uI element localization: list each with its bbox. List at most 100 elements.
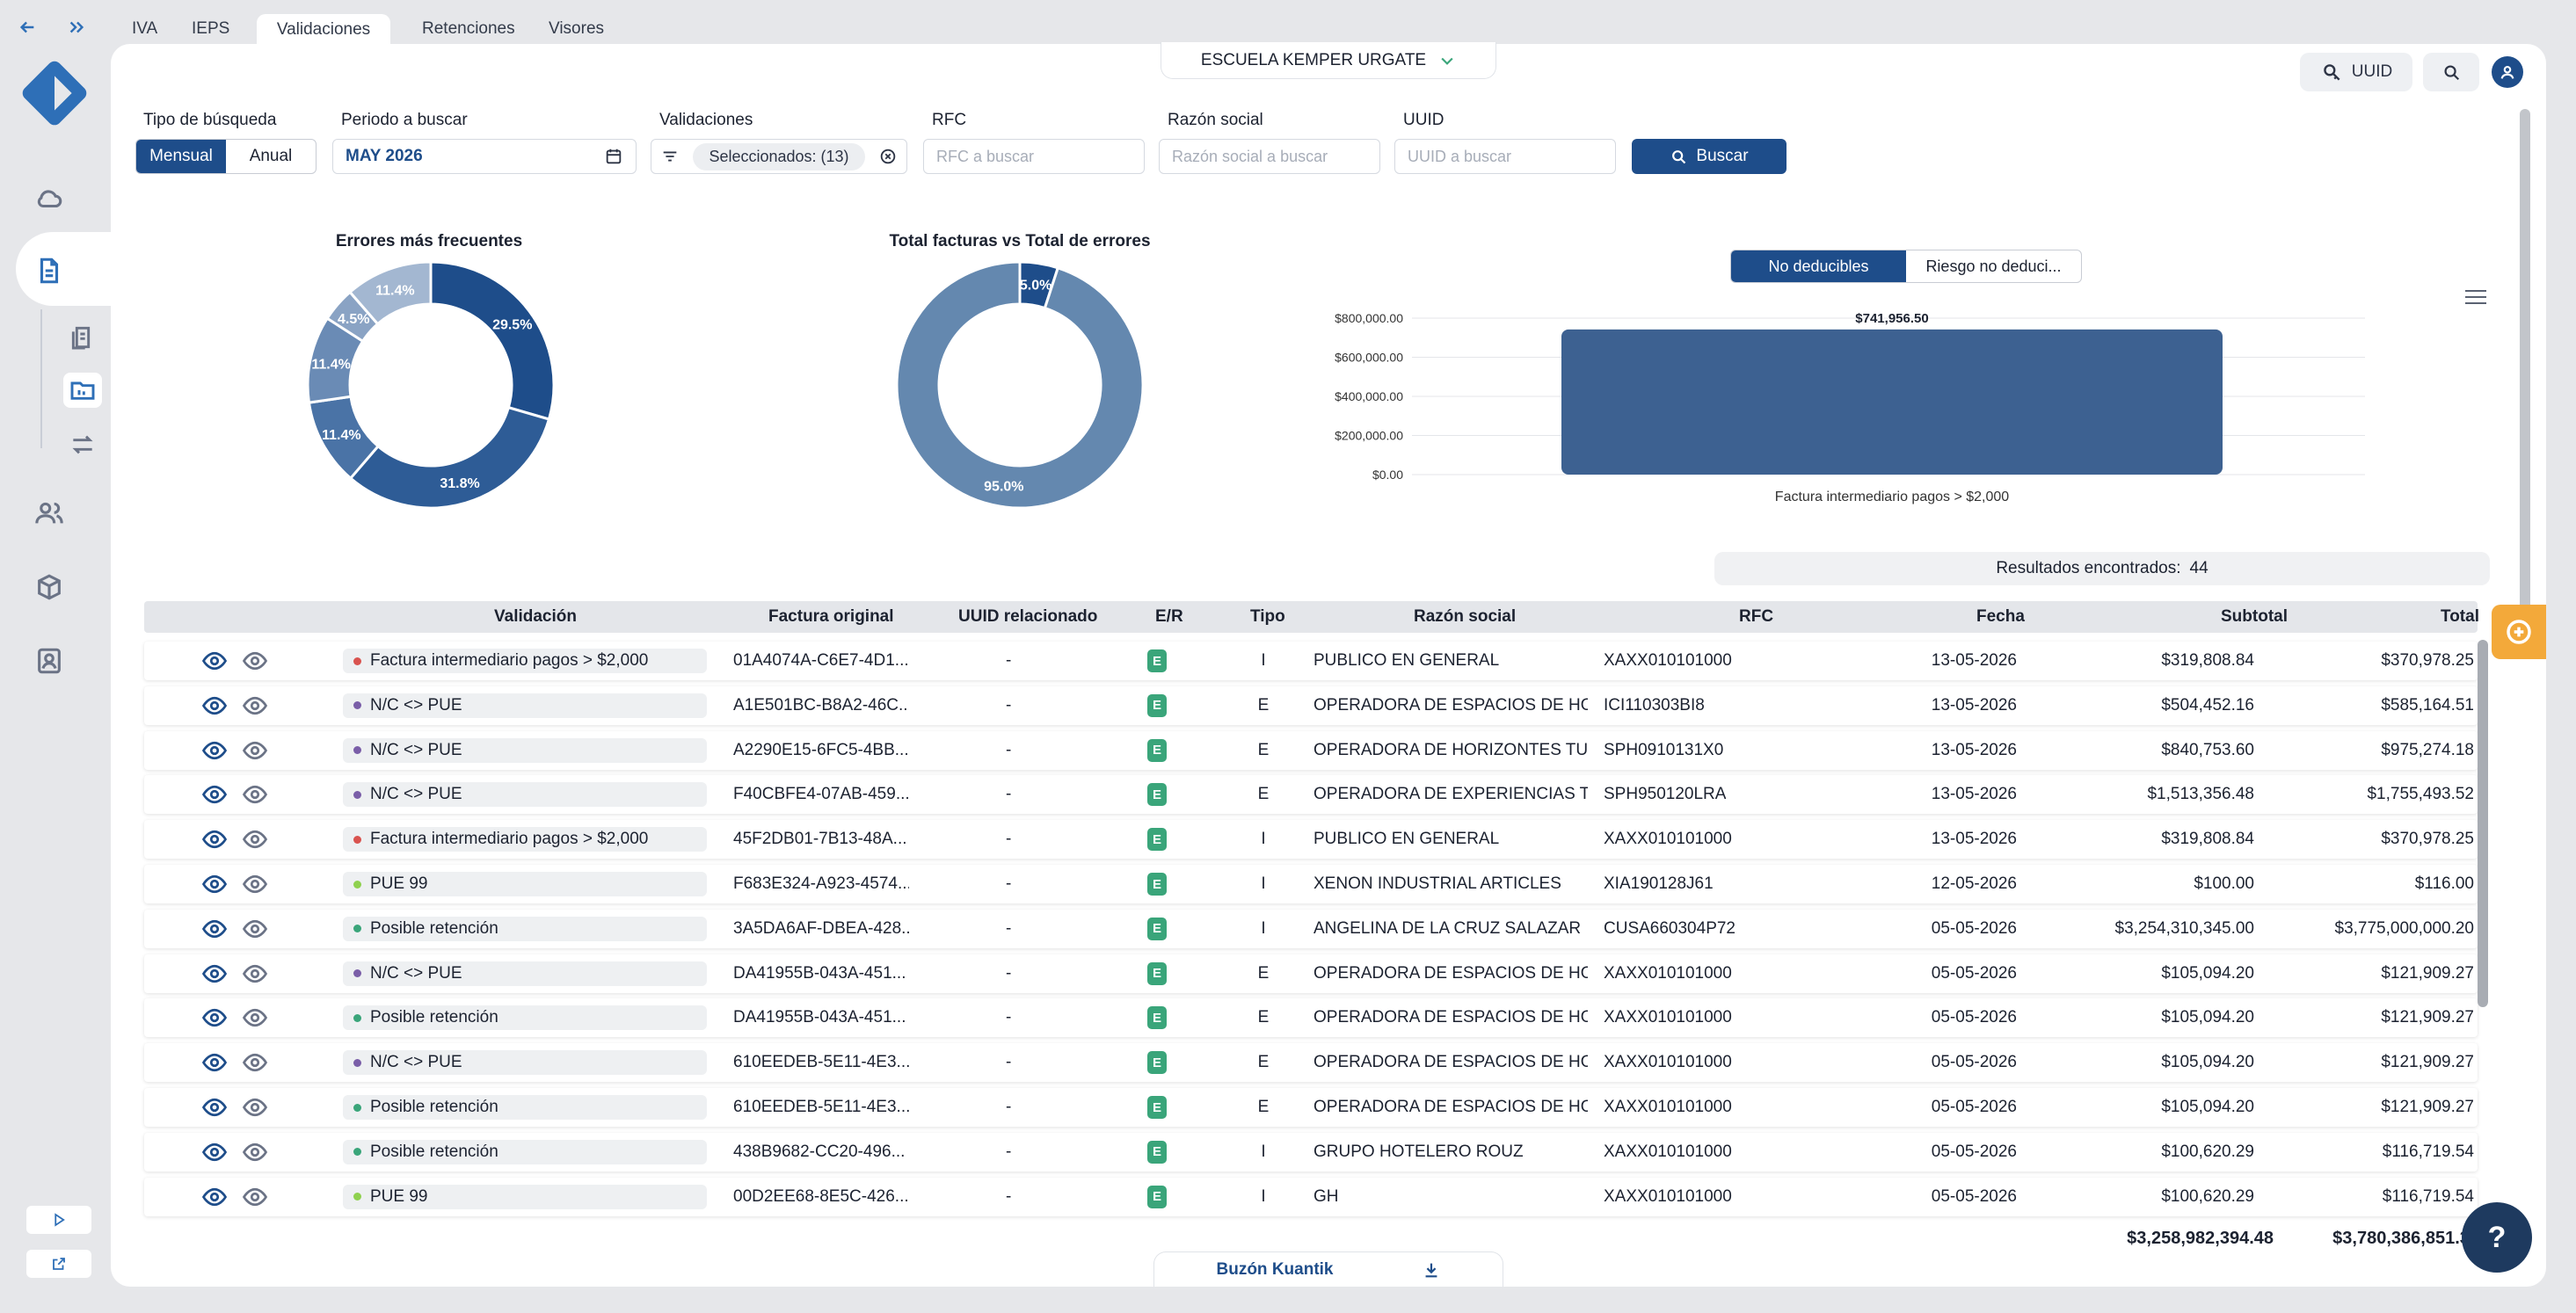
tab-visores[interactable]: Visores [549,19,605,38]
factura-cell[interactable]: 00D2EE68-8E5C-426... [733,1186,909,1206]
preview-eye-icon[interactable] [241,780,269,809]
user-avatar[interactable] [2492,56,2523,88]
factura-cell[interactable]: DA41955B-043A-451... [733,963,906,983]
factura-cell[interactable]: 45F2DB01-7B13-48A... [733,830,907,849]
document-icon[interactable] [32,253,67,288]
preview-eye-icon[interactable] [241,915,269,943]
tab-ieps[interactable]: IEPS [192,19,230,38]
razon-input[interactable]: Razón social a buscar [1159,139,1380,174]
tipo-anual[interactable]: Anual [249,147,293,165]
col-factura[interactable]: Factura original [768,607,894,626]
box-icon[interactable] [32,569,67,605]
reports-icon[interactable] [63,320,102,355]
view-eye-icon[interactable] [200,1183,229,1211]
table-row[interactable]: N/C <> PUE DA41955B-043A-451... - E E OP… [144,954,2478,993]
uuid-search-button[interactable]: UUID [2300,53,2412,91]
factura-cell[interactable]: 438B9682-CC20-496... [733,1142,906,1161]
preview-eye-icon[interactable] [241,692,269,720]
factura-cell[interactable]: 610EEDEB-5E11-4E3... [733,1098,909,1116]
table-row[interactable]: Posible retención 3A5DA6AF-DBEA-428... -… [144,909,2478,948]
periodo-picker[interactable]: MAY 2026 [332,139,637,174]
table-row[interactable]: N/C <> PUE A1E501BC-B8A2-46C... - E E OP… [144,686,2478,725]
toggle-no-deducibles[interactable]: No deducibles [1731,250,1906,282]
double-chevron-right-icon[interactable] [63,14,90,40]
clear-circle-icon[interactable] [878,147,898,166]
view-eye-icon[interactable] [200,1004,229,1032]
validaciones-select[interactable]: Seleccionados: (13) [651,139,907,174]
download-icon[interactable] [1422,1260,1441,1280]
preview-eye-icon[interactable] [241,1183,269,1211]
cloud-icon[interactable] [32,181,67,216]
factura-cell[interactable]: 610EEDEB-5E11-4E3... [733,1053,909,1072]
factura-cell[interactable]: F683E324-A923-4574... [733,874,909,893]
col-subtotal[interactable]: Subtotal [2221,607,2288,626]
preview-eye-icon[interactable] [241,736,269,765]
preview-eye-icon[interactable] [241,960,269,988]
errores-slice[interactable] [348,405,551,510]
col-total[interactable]: Total [2441,607,2479,626]
col-uuid[interactable]: UUID relacionado [958,607,1098,626]
search-button[interactable] [2423,53,2479,91]
preview-eye-icon[interactable] [241,1048,269,1077]
preview-eye-icon[interactable] [241,1093,269,1121]
table-row[interactable]: Factura intermediario pagos > $2,000 45F… [144,820,2478,860]
bar[interactable] [1561,329,2223,475]
col-validacion[interactable]: Validación [494,607,577,626]
view-eye-icon[interactable] [200,1093,229,1121]
rfc-input[interactable]: RFC a buscar [923,139,1145,174]
table-row[interactable]: Factura intermediario pagos > $2,000 01A… [144,642,2478,680]
errores-slice[interactable] [429,260,556,421]
col-fecha[interactable]: Fecha [1976,607,2025,626]
table-scrollbar[interactable] [2478,640,2488,1007]
view-eye-icon[interactable] [200,915,229,943]
chart-menu-icon[interactable] [2465,290,2486,306]
table-row[interactable]: N/C <> PUE F40CBFE4-07AB-459... - E E OP… [144,775,2478,815]
facturas-slice[interactable] [895,260,1145,510]
folder-validations-icon[interactable] [63,373,102,408]
company-selector[interactable]: ESCUELA KEMPER URGATE [1161,42,1496,79]
col-tipo[interactable]: Tipo [1250,607,1285,626]
buscar-button[interactable]: Buscar [1632,139,1786,174]
page-scrollbar[interactable] [2520,109,2530,645]
table-row[interactable]: PUE 99 00D2EE68-8E5C-426... - E I GH XAX… [144,1177,2478,1216]
tab-retenciones[interactable]: Retenciones [422,19,515,38]
tab-iva[interactable]: IVA [132,19,158,38]
view-eye-icon[interactable] [200,647,229,675]
table-row[interactable]: Posible retención 610EEDEB-5E11-4E3... -… [144,1088,2478,1127]
play-button[interactable] [26,1206,91,1234]
users-icon[interactable] [32,496,67,531]
preview-eye-icon[interactable] [241,825,269,853]
table-row[interactable]: PUE 99 F683E324-A923-4574... - E I XENON… [144,865,2478,903]
view-eye-icon[interactable] [200,736,229,765]
table-row[interactable]: Posible retención 438B9682-CC20-496... -… [144,1132,2478,1172]
contact-card-icon[interactable] [32,643,67,678]
col-razon[interactable]: Razón social [1414,607,1517,626]
factura-cell[interactable]: A1E501BC-B8A2-46C... [733,695,909,715]
help-button[interactable]: ? [2462,1202,2532,1273]
view-eye-icon[interactable] [200,1138,229,1166]
tab-validaciones[interactable]: Validaciones [257,14,390,46]
view-eye-icon[interactable] [200,825,229,853]
tipo-mensual[interactable]: Mensual [136,140,226,173]
factura-cell[interactable]: F40CBFE4-07AB-459... [733,785,909,804]
back-arrow-icon[interactable] [14,14,40,40]
preview-eye-icon[interactable] [241,870,269,898]
view-eye-icon[interactable] [200,960,229,988]
view-eye-icon[interactable] [200,1048,229,1077]
table-row[interactable]: Posible retención DA41955B-043A-451... -… [144,998,2478,1038]
swap-icon[interactable] [63,427,102,462]
uuid-input[interactable]: UUID a buscar [1394,139,1616,174]
factura-cell[interactable]: 01A4074A-C6E7-4D1... [733,651,909,670]
preview-eye-icon[interactable] [241,1138,269,1166]
external-link-button[interactable] [26,1250,91,1278]
preview-eye-icon[interactable] [241,1004,269,1032]
add-fab-button[interactable] [2492,605,2546,659]
factura-cell[interactable]: DA41955B-043A-451... [733,1008,906,1027]
view-eye-icon[interactable] [200,870,229,898]
view-eye-icon[interactable] [200,692,229,720]
table-row[interactable]: N/C <> PUE 610EEDEB-5E11-4E3... - E E OP… [144,1043,2478,1083]
preview-eye-icon[interactable] [241,647,269,675]
factura-cell[interactable]: A2290E15-6FC5-4BB... [733,740,909,759]
factura-cell[interactable]: 3A5DA6AF-DBEA-428... [733,918,909,938]
col-rfc[interactable]: RFC [1739,607,1774,626]
